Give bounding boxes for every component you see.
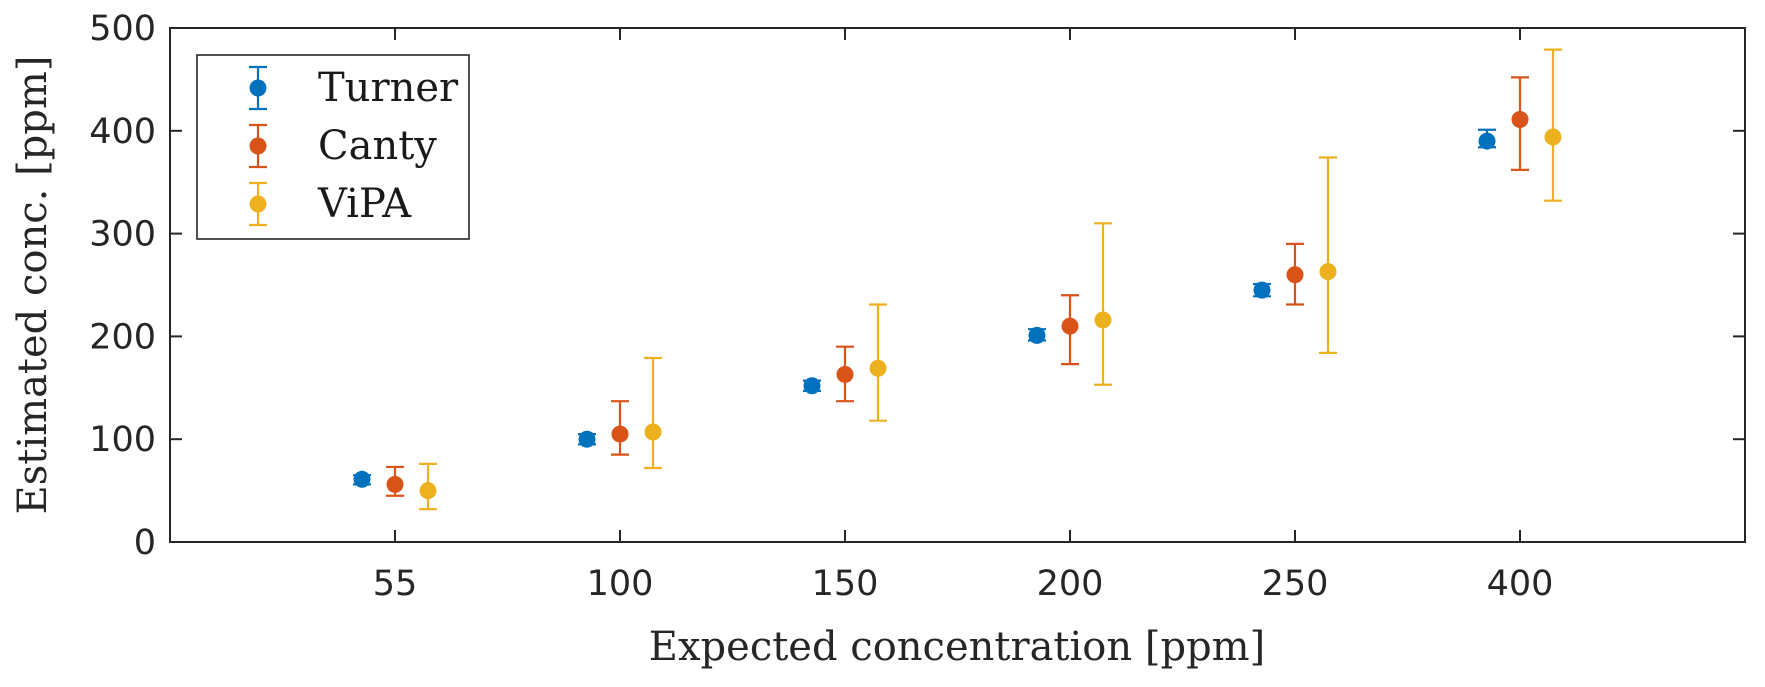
legend-item-vipa: ViPA — [249, 181, 412, 227]
legend-label: Turner — [318, 65, 459, 111]
data-point — [836, 365, 854, 383]
x-axis: 55 100 150 200 250 400 — [373, 28, 1554, 604]
data-point — [1511, 110, 1529, 128]
legend-marker — [249, 137, 267, 155]
series-vipa — [419, 48, 1562, 511]
y-axis-label: Estimated conc. [ppm] — [10, 56, 56, 515]
legend-label: ViPA — [317, 181, 412, 227]
y-tick-label: 0 — [134, 523, 156, 563]
legend-marker — [249, 195, 267, 213]
y-tick-label: 100 — [89, 420, 156, 460]
data-point — [1478, 132, 1496, 150]
legend-box — [196, 54, 470, 240]
series-turner — [353, 128, 1496, 488]
data-point — [1286, 266, 1304, 284]
legend-item-turner: Turner — [249, 65, 459, 111]
legend-label: Canty — [318, 123, 437, 169]
data-point — [353, 470, 371, 488]
x-axis-label: Expected concentration [ppm] — [649, 624, 1265, 670]
legend-item-canty: Canty — [249, 123, 437, 169]
x-tick-label: 250 — [1262, 564, 1329, 604]
data-point — [611, 425, 629, 443]
series-canty — [386, 76, 1529, 497]
data-point — [578, 430, 596, 448]
data-series — [353, 48, 1562, 511]
data-point — [869, 359, 887, 377]
x-tick-label: 150 — [812, 564, 879, 604]
y-tick-label: 300 — [89, 215, 156, 255]
data-point — [644, 423, 662, 441]
y-tick-label: 400 — [89, 112, 156, 152]
x-tick-label: 100 — [587, 564, 654, 604]
x-tick-label: 400 — [1487, 564, 1554, 604]
y-tick-label: 200 — [89, 317, 156, 357]
legend-marker — [249, 79, 267, 97]
x-tick-label: 55 — [373, 564, 418, 604]
data-point — [1061, 317, 1079, 335]
y-axis: 0 100 200 300 400 500 — [89, 9, 1745, 563]
legend: Turner Canty ViPA — [196, 54, 470, 240]
data-point — [803, 377, 821, 395]
data-point — [1094, 311, 1112, 329]
data-point — [1544, 128, 1562, 146]
data-point — [1319, 263, 1337, 281]
data-point — [1028, 326, 1046, 344]
data-point — [419, 482, 437, 500]
data-point — [1253, 281, 1271, 299]
data-point — [386, 475, 404, 493]
x-tick-label: 200 — [1037, 564, 1104, 604]
y-tick-label: 500 — [89, 9, 156, 49]
